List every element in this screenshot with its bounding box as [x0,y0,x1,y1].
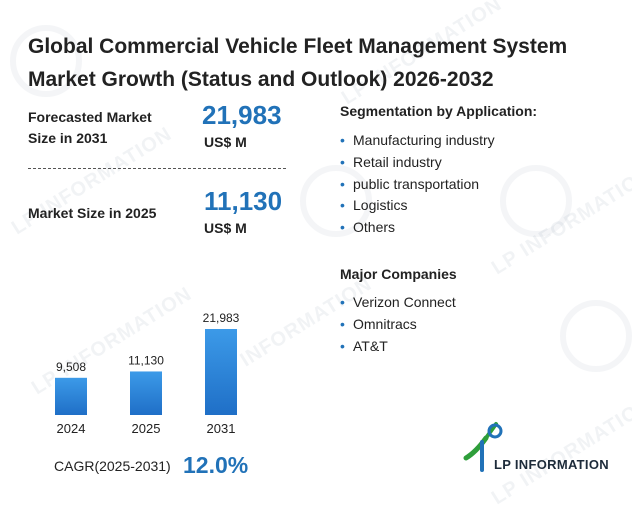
segmentation-title: Segmentation by Application: [340,103,538,119]
page-title: Global Commercial Vehicle Fleet Manageme… [28,30,608,96]
current-size-label: Market Size in 2025 [28,205,157,221]
list-item: Verizon Connect [340,292,456,314]
segmentation-list: Manufacturing industry Retail industry p… [340,130,495,239]
companies-list: Verizon Connect Omnitracs AT&T [340,292,456,357]
bar-value-label: 9,508 [56,360,86,374]
title-line-2: Market Growth (Status and Outlook) 2026-… [28,68,494,91]
list-item: AT&T [340,336,456,358]
brand-name: LP INFORMATION [494,457,609,472]
cagr-value: 12.0% [183,452,249,478]
companies-title: Major Companies [340,266,457,282]
forecast-label: Forecasted Market Size in 2031 [28,107,152,149]
category-label: 2025 [132,421,161,436]
lp-logo-icon [463,422,503,472]
category-label: 2024 [57,421,86,436]
list-item: Logistics [340,195,495,217]
list-item: Omnitracs [340,314,456,336]
title-line-1: Global Commercial Vehicle Fleet Manageme… [28,35,568,58]
current-size-value: 11,130 [204,186,283,216]
forecast-label-line-1: Forecasted Market [28,109,152,125]
bar-value-label: 11,130 [128,353,164,367]
divider [28,168,286,169]
bar-2025 [130,371,162,415]
cagr-label: CAGR(2025-2031) [54,458,171,474]
bar-2031 [205,329,237,415]
current-size-unit: US$ M [204,220,247,236]
list-item: Others [340,217,495,239]
category-label: 2031 [207,421,236,436]
forecast-unit: US$ M [204,134,247,150]
list-item: Retail industry [340,152,495,174]
bar-2024 [55,377,87,415]
forecast-label-line-2: Size in 2031 [28,130,108,146]
bar-value-label: 21,983 [203,311,240,325]
list-item: public transportation [340,174,495,196]
list-item: Manufacturing industry [340,130,495,152]
forecast-value: 21,983 [202,100,282,130]
